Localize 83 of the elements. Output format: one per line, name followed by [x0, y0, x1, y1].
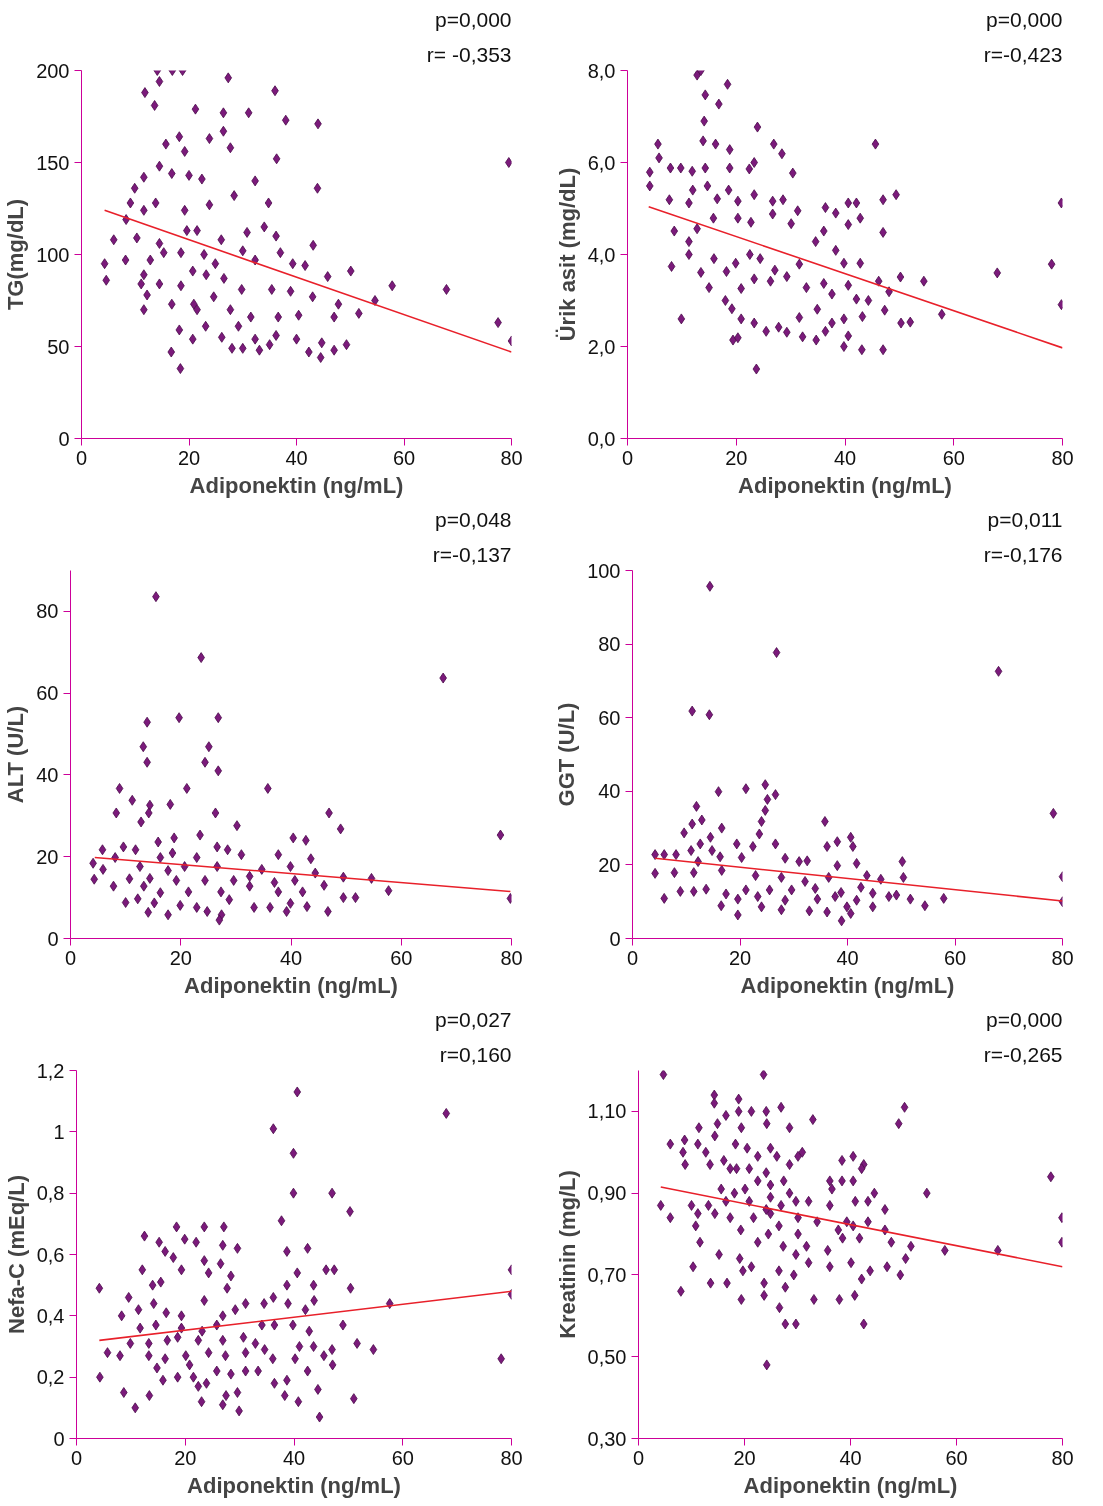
x-tick-label: 60 [392, 446, 416, 469]
y-tick-label: 0,8 [36, 1182, 65, 1205]
y-tick-label: 80 [598, 633, 621, 656]
x-tick-label: 80 [1051, 1446, 1074, 1469]
x-tick-label: 20 [725, 446, 748, 469]
text: r= -0,353 [426, 42, 512, 66]
y-tick-label: 60 [36, 682, 59, 705]
x-tick-label: 40 [279, 946, 303, 969]
y-tick-label: 60 [598, 706, 621, 729]
y-tick-label: 0,4 [36, 1304, 65, 1327]
x-axis-title: Adiponektin (ng/mL) [189, 472, 404, 498]
y-tick-label: 40 [36, 763, 59, 786]
x-axis-title: Adiponektin (ng/mL) [743, 1472, 958, 1498]
y-tick-label: 50 [47, 335, 70, 358]
x-tick-label: 0 [75, 446, 88, 469]
x-tick-label: 20 [177, 446, 201, 469]
text: r=-0,265 [983, 1042, 1063, 1066]
y-tick-label: 0,2 [36, 1366, 65, 1389]
x-tick-label: 40 [836, 946, 859, 969]
y-tick-label: 0,70 [587, 1263, 627, 1286]
y-axis-title: GGT (U/L) [554, 702, 580, 807]
text: r=0,160 [439, 1042, 512, 1066]
x-tick-label: 40 [282, 1446, 306, 1469]
text: p=0,000 [435, 7, 512, 31]
y-tick-label: 0 [53, 1427, 65, 1450]
x-tick-label: 20 [733, 1446, 756, 1469]
y-tick-label: 20 [36, 845, 59, 868]
y-tick-label: 100 [36, 243, 70, 266]
y-tick-label: 6,0 [587, 151, 616, 174]
y-axis-title: TG(mg/dL) [3, 198, 29, 311]
y-tick-label: 0 [58, 427, 70, 450]
x-axis-title: Adiponektin (ng/mL) [738, 472, 952, 498]
y-tick-label: 0,90 [587, 1182, 627, 1205]
text: r=-0,423 [983, 42, 1063, 66]
text: p=0,048 [435, 507, 512, 531]
x-tick-label: 20 [728, 946, 752, 969]
x-tick-label: 40 [285, 446, 308, 469]
y-tick-label: 20 [598, 853, 621, 876]
text: r=-0,176 [983, 542, 1063, 566]
text: p=0,000 [986, 1007, 1063, 1031]
y-axis-title: ALT (U/L) [3, 705, 29, 804]
y-axis-title: Nefa-C (mEq/L) [3, 1175, 29, 1334]
x-axis-title: Adiponektin (ng/mL) [740, 972, 955, 998]
x-tick-label: 60 [942, 446, 965, 469]
y-tick-label: 0,0 [587, 427, 616, 450]
y-tick-label: 4,0 [587, 243, 616, 266]
y-tick-label: 0,6 [36, 1243, 65, 1266]
x-tick-label: 0 [632, 1446, 645, 1469]
y-tick-label: 200 [36, 59, 70, 82]
y-tick-label: 1,10 [587, 1100, 627, 1123]
y-tick-label: 0,50 [587, 1345, 627, 1368]
y-axis-title: Ürik asit (mg/dL) [554, 167, 580, 342]
y-tick-label: 0 [609, 927, 621, 950]
y-axis-title: Kreatinin (mg/L) [554, 1170, 580, 1339]
y-tick-label: 2,0 [587, 335, 616, 358]
x-tick-label: 60 [391, 1446, 414, 1469]
text: r=-0,137 [432, 542, 512, 566]
x-tick-label: 60 [943, 946, 967, 969]
x-tick-label: 80 [500, 946, 523, 969]
x-axis-title: Adiponektin (ng/mL) [184, 972, 398, 998]
x-tick-label: 60 [945, 1446, 968, 1469]
x-tick-label: 80 [1051, 946, 1074, 969]
y-tick-label: 150 [36, 151, 70, 174]
x-tick-label: 80 [500, 446, 523, 469]
y-tick-label: 8,0 [587, 59, 616, 82]
y-tick-label: 100 [587, 559, 621, 582]
x-tick-label: 60 [390, 946, 413, 969]
y-tick-label: 1 [53, 1120, 65, 1143]
x-tick-label: 40 [833, 446, 857, 469]
y-tick-label: 0,30 [587, 1427, 627, 1450]
x-tick-label: 20 [174, 1446, 197, 1469]
x-tick-label: 80 [1051, 446, 1074, 469]
x-tick-label: 40 [839, 1446, 862, 1469]
text: p=0,027 [435, 1007, 512, 1031]
x-axis-title: Adiponektin (ng/mL) [187, 1472, 401, 1498]
x-tick-label: 80 [500, 1446, 523, 1469]
y-tick-label: 40 [598, 780, 621, 803]
text: p=0,011 [987, 507, 1063, 531]
y-tick-label: 80 [36, 600, 59, 623]
y-tick-label: 1,2 [36, 1059, 65, 1082]
y-tick-label: 0 [47, 927, 59, 950]
text: p=0,000 [986, 7, 1063, 31]
x-tick-label: 20 [169, 946, 192, 969]
